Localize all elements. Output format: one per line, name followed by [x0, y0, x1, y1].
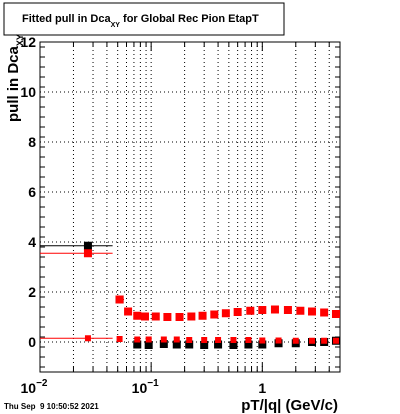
data-point [133, 311, 142, 320]
data-point [331, 310, 340, 318]
y-tick-label: 6 [28, 184, 36, 200]
data-point [116, 336, 123, 342]
series-2 [40, 335, 339, 344]
data-point [258, 306, 267, 314]
data-point [230, 337, 237, 343]
y-axis-label: pull in DcaXY [5, 34, 25, 122]
chart-title-main: Fitted pull in Dca [22, 13, 111, 25]
y-axis-label-main: pull in Dca [5, 46, 22, 123]
data-point [163, 313, 172, 321]
data-point [258, 340, 267, 349]
data-point [172, 340, 181, 349]
data-point [309, 337, 316, 344]
data-point [124, 307, 133, 316]
series-1 [40, 249, 340, 321]
data-point [84, 335, 91, 342]
timestamp: Thu Sep 9 10:50:52 2021 [4, 402, 99, 411]
data-point [83, 241, 92, 250]
data-point [214, 340, 223, 349]
data-point [145, 336, 152, 343]
y-tick-labels: 0 2 4 6 8 10 12 [20, 34, 36, 350]
data-point [308, 307, 317, 316]
data-point [275, 337, 282, 344]
title-box [3, 2, 285, 36]
data-point [270, 305, 279, 314]
data-point [210, 310, 219, 319]
data-point [175, 313, 184, 321]
data-point [185, 340, 194, 349]
data-point [187, 312, 196, 321]
data-point [173, 336, 180, 343]
x-tick-label: 10−2 [21, 378, 48, 396]
data-point [186, 337, 193, 343]
y-tick-label: 8 [28, 134, 36, 150]
plot-frame [39, 41, 341, 373]
data-point [320, 308, 329, 317]
y-tick-label: 2 [28, 284, 36, 300]
data-point [221, 309, 230, 318]
y-axis-label-subscript: XY [15, 34, 25, 46]
x-tick-label: 1 [258, 380, 266, 396]
data-point [151, 312, 160, 321]
data-point [332, 337, 339, 344]
data-point [259, 337, 266, 344]
x-tick-label-exponent: −2 [36, 378, 48, 389]
x-tick-label: 10−1 [132, 378, 159, 396]
data-point [296, 306, 305, 315]
data-point [115, 295, 124, 304]
data-point [140, 312, 149, 321]
x-tick-label-base: 1 [258, 380, 266, 396]
y-tick-label: 10 [20, 84, 36, 100]
x-tick-labels: 10−2 10−1 1 [21, 378, 267, 396]
data-points [40, 241, 340, 349]
x-tick-label-base: 10 [132, 380, 148, 396]
chart-title: Fitted pull in DcaXY for Global Rec Pion… [22, 13, 259, 29]
data-point [133, 340, 142, 349]
data-point [283, 306, 292, 314]
data-point [83, 249, 92, 258]
data-point [159, 340, 168, 348]
y-tick-label: 12 [20, 34, 36, 50]
data-point [160, 336, 167, 343]
x-tick-label-exponent: −1 [147, 378, 159, 389]
data-point [233, 308, 242, 316]
data-point [292, 337, 299, 344]
chart-title-suffix: for Global Rec Pion EtapT [120, 13, 259, 25]
y-tick-label: 0 [28, 334, 36, 350]
data-point [198, 311, 207, 320]
x-tick-label-base: 10 [21, 380, 37, 396]
data-point [134, 336, 141, 343]
data-point [321, 337, 328, 344]
y-tick-label: 4 [28, 234, 36, 250]
data-point [144, 341, 153, 349]
x-axis-label: pT/|q| (GeV/c) [241, 397, 338, 414]
chart-title-subscript: XY [111, 22, 121, 29]
data-point [201, 337, 208, 343]
data-point [215, 337, 222, 343]
data-point [245, 337, 252, 343]
data-point [244, 340, 253, 349]
data-point [229, 341, 238, 349]
data-point [200, 341, 209, 349]
data-point [246, 306, 255, 315]
